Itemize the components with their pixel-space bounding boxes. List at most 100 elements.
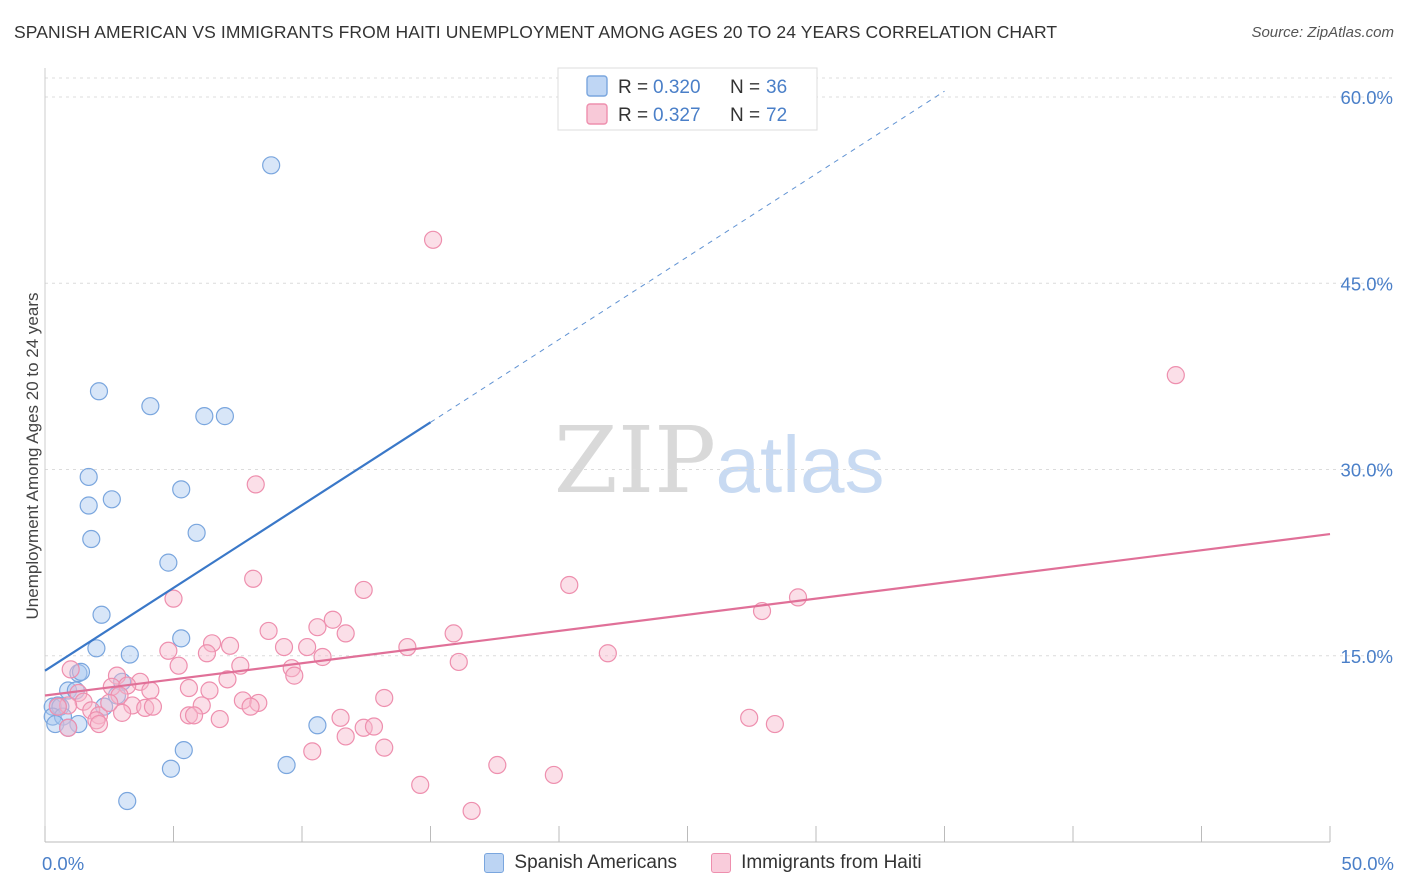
pink-point-20 bbox=[159, 641, 178, 660]
pink-point-69 bbox=[411, 775, 430, 794]
pink-point-24 bbox=[169, 656, 188, 675]
blue-point-6 bbox=[102, 490, 121, 509]
pink-point-19 bbox=[598, 644, 617, 663]
pink-point-16 bbox=[274, 637, 294, 657]
pink-point-46 bbox=[136, 698, 155, 718]
pink-point-14 bbox=[202, 634, 222, 653]
source-label: Source: ZipAtlas.com bbox=[1251, 24, 1394, 41]
pink-point-65 bbox=[303, 742, 322, 761]
pink-point-29 bbox=[285, 666, 304, 685]
blue-point-27 bbox=[53, 707, 73, 726]
pink-point-54 bbox=[184, 706, 204, 725]
blue-point-12 bbox=[92, 605, 111, 624]
x-tick-label-0: 0.0% bbox=[42, 853, 84, 874]
blue-point-31 bbox=[308, 716, 327, 735]
pink-point-0 bbox=[423, 230, 443, 249]
pink-trend-line bbox=[44, 532, 1331, 697]
stats-r-value-1: 0.327 bbox=[653, 105, 701, 126]
blue-point-11 bbox=[159, 553, 178, 572]
y-tick-label-2: 45.0% bbox=[1341, 273, 1393, 294]
chart-title: SPANISH AMERICAN VS IMMIGRANTS FROM HAIT… bbox=[14, 22, 1058, 42]
pink-point-10 bbox=[308, 618, 327, 637]
legend-swatch-blue bbox=[484, 853, 505, 873]
pink-point-64 bbox=[765, 714, 784, 734]
pink-point-32 bbox=[179, 678, 199, 698]
pink-point-15 bbox=[220, 636, 240, 655]
blue-point-3 bbox=[195, 407, 214, 426]
legend-item-spanish-americans[interactable]: Spanish Americans bbox=[484, 852, 677, 874]
blue-point-26 bbox=[43, 707, 62, 726]
pink-point-45 bbox=[192, 696, 211, 715]
pink-point-21 bbox=[197, 644, 217, 663]
y-tick-label-1: 30.0% bbox=[1341, 460, 1393, 481]
pink-point-17 bbox=[298, 637, 317, 657]
legend-item-immigrants-from-haiti[interactable]: Immigrants from Haiti bbox=[711, 852, 922, 874]
pink-point-61 bbox=[364, 717, 384, 736]
pink-point-56 bbox=[331, 708, 350, 727]
pink-point-12 bbox=[336, 624, 355, 643]
legend-label-spanish-americans: Spanish Americans bbox=[514, 852, 678, 873]
blue-point-13 bbox=[172, 629, 191, 648]
watermark-atlas: atlas bbox=[716, 420, 885, 509]
blue-point-14 bbox=[87, 639, 106, 658]
stats-n-value-1: 72 bbox=[766, 105, 787, 126]
stats-r-label-1: R = bbox=[618, 105, 648, 126]
pink-point-47 bbox=[143, 697, 163, 716]
pink-point-27 bbox=[61, 660, 80, 679]
pink-point-22 bbox=[313, 647, 332, 667]
x-tick-label-1: 50.0% bbox=[1342, 853, 1394, 874]
pink-point-6 bbox=[788, 588, 808, 607]
blue-point-10 bbox=[187, 523, 206, 542]
legend-label-immigrants-from-haiti: Immigrants from Haiti bbox=[741, 852, 922, 873]
pink-point-49 bbox=[48, 697, 67, 716]
y-tick-label-3: 60.0% bbox=[1341, 87, 1393, 108]
pink-point-13 bbox=[444, 624, 463, 643]
blue-point-5 bbox=[79, 467, 98, 487]
pink-point-62 bbox=[336, 727, 355, 746]
blue-point-7 bbox=[79, 496, 98, 515]
bottom-legend: Spanish Americans Immigrants from Haiti bbox=[0, 852, 1406, 874]
blue-point-15 bbox=[120, 645, 139, 664]
pink-point-33 bbox=[200, 681, 219, 700]
pink-point-3 bbox=[244, 569, 263, 588]
pink-point-2 bbox=[246, 475, 265, 494]
pink-point-68 bbox=[544, 765, 563, 785]
pink-point-63 bbox=[740, 708, 759, 727]
blue-point-8 bbox=[172, 480, 191, 499]
pink-point-71 bbox=[100, 693, 119, 713]
stats-n-value-0: 36 bbox=[766, 77, 787, 98]
stats-r-value-0: 0.320 bbox=[653, 77, 701, 98]
pink-point-59 bbox=[59, 718, 78, 737]
blue-point-34 bbox=[277, 755, 296, 775]
pink-point-23 bbox=[449, 652, 468, 672]
blue-point-35 bbox=[118, 791, 137, 811]
y-axis-title: Unemployment Among Ages 20 to 24 years bbox=[23, 293, 42, 620]
stats-n-label-1: N = bbox=[730, 105, 760, 126]
stats-r-label-0: R = bbox=[618, 77, 648, 98]
blue-point-29 bbox=[69, 714, 88, 734]
pink-point-53 bbox=[179, 706, 199, 725]
blue-point-4 bbox=[215, 407, 234, 426]
pink-point-52 bbox=[112, 703, 132, 722]
pink-point-48 bbox=[241, 697, 260, 716]
legend-swatch-pink bbox=[711, 853, 732, 873]
pink-point-36 bbox=[141, 681, 160, 700]
pink-point-1 bbox=[1166, 366, 1185, 385]
blue-point-9 bbox=[82, 529, 101, 549]
pink-point-11 bbox=[259, 621, 278, 641]
pink-point-4 bbox=[354, 580, 373, 600]
stats-swatch-0 bbox=[586, 75, 608, 97]
stats-swatch-1 bbox=[586, 103, 608, 125]
pink-point-66 bbox=[375, 738, 394, 757]
pink-point-31 bbox=[218, 670, 237, 689]
watermark-zip: ZIP bbox=[554, 407, 716, 514]
pink-point-18 bbox=[398, 637, 417, 657]
pink-point-5 bbox=[560, 575, 579, 595]
blue-trend-line bbox=[44, 421, 432, 672]
pink-point-58 bbox=[89, 714, 109, 734]
blue-point-0 bbox=[262, 156, 281, 175]
pink-point-40 bbox=[375, 688, 394, 708]
blue-point-1 bbox=[89, 382, 109, 401]
stats-n-label-0: N = bbox=[730, 77, 760, 98]
